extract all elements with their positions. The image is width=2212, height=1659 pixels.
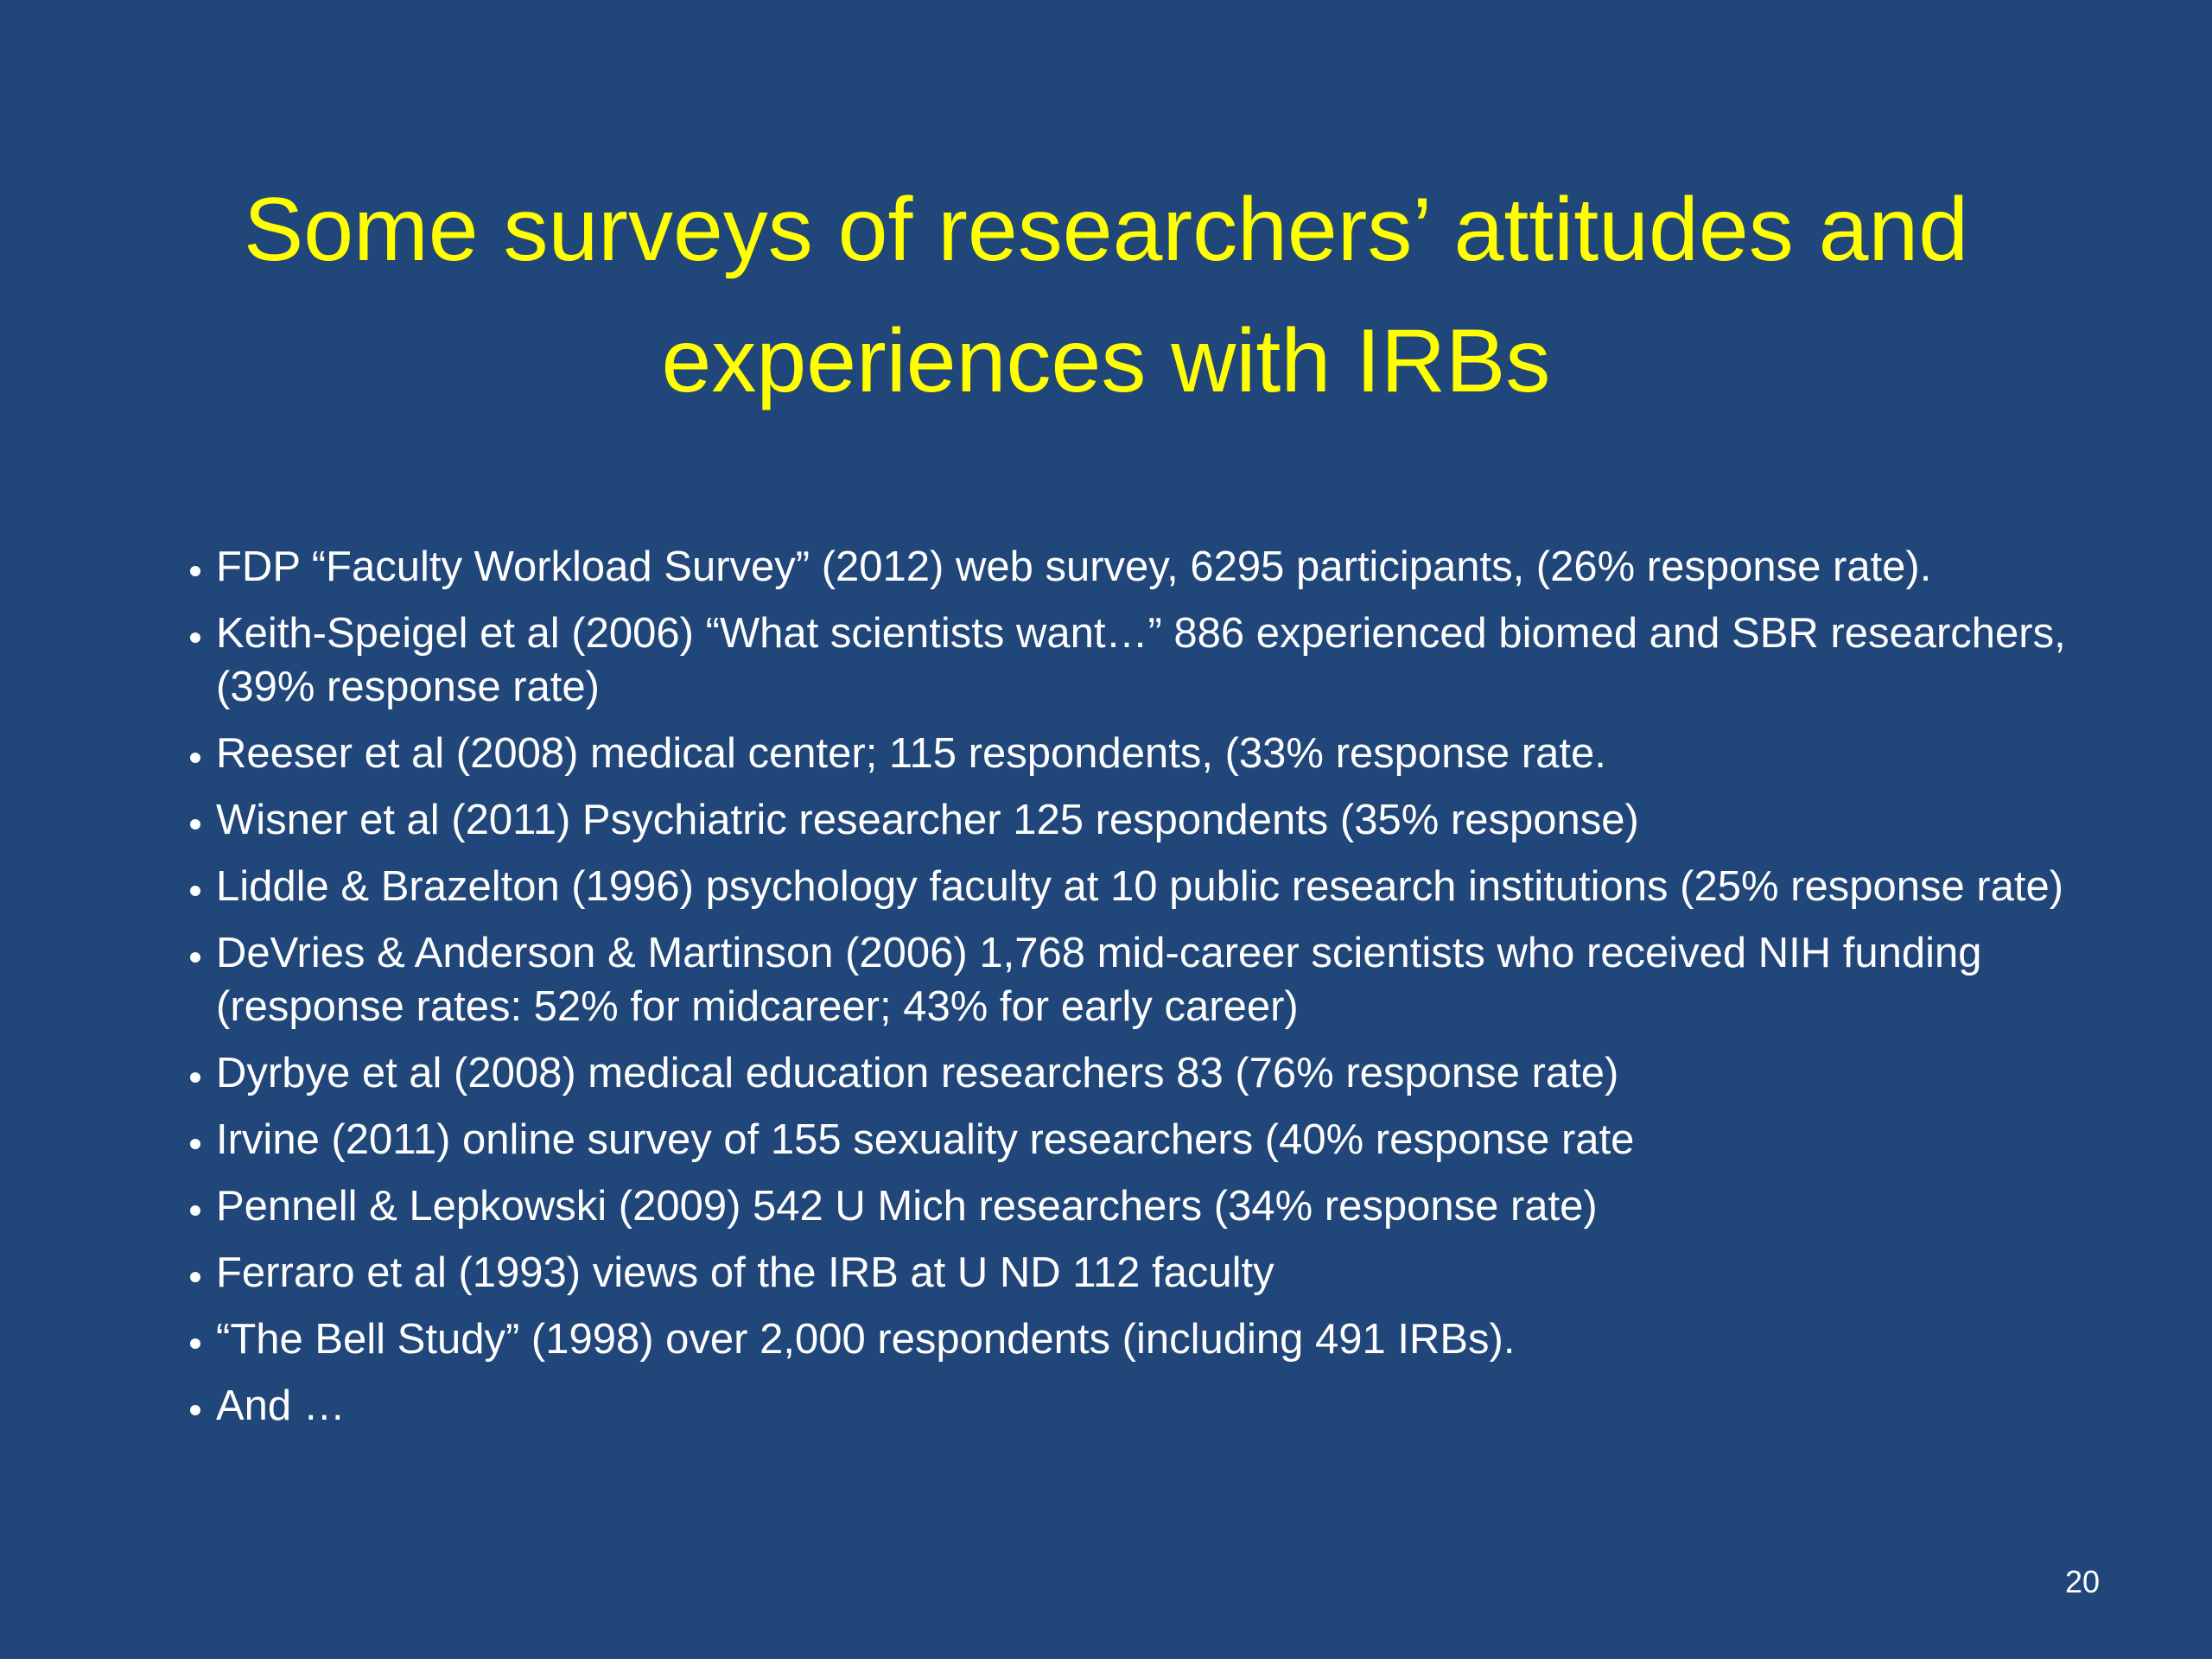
bullet-item: “The Bell Study” (1998) over 2,000 respo… (216, 1313, 2108, 1366)
bullet-item: FDP “Faculty Workload Survey” (2012) web… (216, 540, 2108, 594)
bullet-item: Irvine (2011) online survey of 155 sexua… (216, 1113, 2108, 1166)
bullet-item: Wisner et al (2011) Psychiatric research… (216, 793, 2108, 847)
bullet-item: Keith-Speigel et al (2006) “What scienti… (216, 607, 2108, 714)
bullet-item: Ferraro et al (1993) views of the IRB at… (216, 1246, 2108, 1300)
bullet-list: FDP “Faculty Workload Survey” (2012) web… (138, 540, 2108, 1446)
bullet-item: And … (216, 1379, 2108, 1433)
page-number: 20 (2064, 1564, 2100, 1599)
slide-title: Some surveys of researchers’ attitudes a… (243, 180, 1969, 411)
bullet-item: Liddle & Brazelton (1996) psychology fac… (216, 860, 2108, 913)
bullet-item: Reeser et al (2008) medical center; 115 … (216, 727, 2108, 780)
bullet-item: Pennell & Lepkowski (2009) 542 U Mich re… (216, 1179, 2108, 1233)
bullet-item: Dyrbye et al (2008) medical education re… (216, 1046, 2108, 1100)
bullet-item: DeVries & Anderson & Martinson (2006) 1,… (216, 926, 2108, 1033)
